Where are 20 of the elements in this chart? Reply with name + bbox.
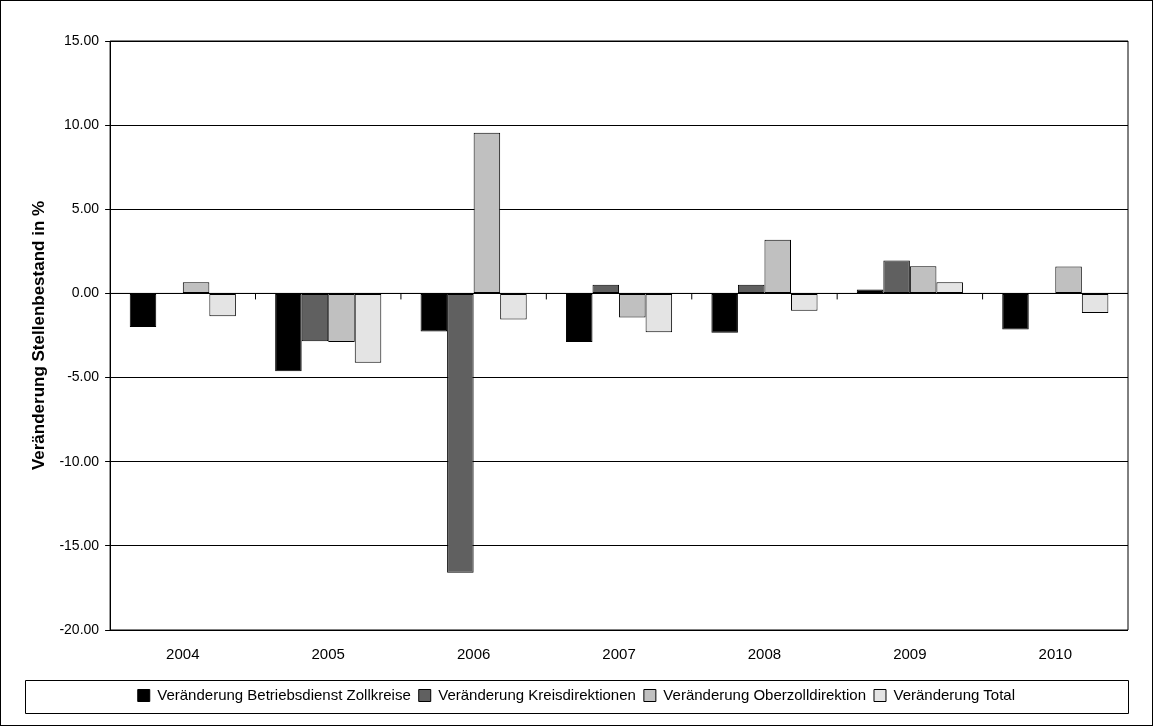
legend-label: Veränderung Total (893, 685, 1015, 703)
x-tick-label: 2006 (456, 645, 491, 663)
y-tick-label: -20.00 (59, 620, 100, 637)
legend-label: Veränderung Oberzolldirektion (663, 685, 866, 703)
y-tick-label: 5.00 (71, 200, 100, 217)
y-tick-label: -5.00 (67, 368, 100, 385)
y-tick-label: 0.00 (71, 284, 100, 301)
x-tick-label: 2005 (311, 645, 345, 663)
y-tick-label: -15.00 (59, 536, 100, 553)
x-tick-label: 2008 (747, 645, 782, 663)
x-tick-label: 2010 (1038, 645, 1072, 663)
legend-label: Veränderung Betriebsdienst Zollkreise (157, 685, 411, 703)
y-tick-label: 10.00 (64, 116, 100, 132)
y-axis-title: Veränderung Stellenbestand in % (28, 200, 48, 471)
x-tick-label: 2004 (166, 645, 200, 663)
x-tick-label: 2007 (602, 645, 636, 663)
y-tick-label: -10.00 (59, 452, 100, 469)
x-tick-label: 2009 (893, 645, 927, 663)
y-tick-label: 15.00 (64, 31, 100, 48)
legend-label: Veränderung Kreisdirektionen (438, 685, 636, 703)
